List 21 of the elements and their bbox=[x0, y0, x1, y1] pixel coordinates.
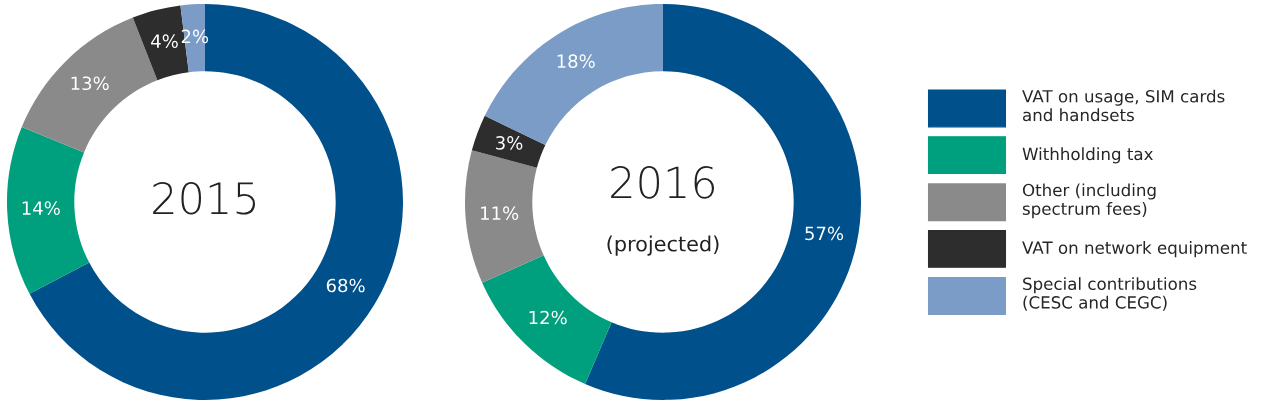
data-label: 12% bbox=[529, 310, 567, 325]
text: (projected) bbox=[607, 235, 719, 256]
data-label: 14% bbox=[22, 201, 60, 215]
data-label: 57% bbox=[805, 226, 844, 241]
legend-label: Special contributions (CESC and CEGC) bbox=[1023, 277, 1197, 311]
text: 2016 bbox=[611, 166, 715, 199]
donut-slice bbox=[482, 255, 612, 385]
text: 2015 bbox=[153, 181, 255, 215]
legend-label: Withholding tax bbox=[1022, 147, 1153, 164]
donut-slice bbox=[471, 115, 546, 168]
donut-slice bbox=[464, 150, 544, 283]
legend-label: VAT on usage, SIM cards and handsets bbox=[1022, 89, 1225, 122]
legend-label: VAT on network equipment bbox=[1022, 241, 1247, 258]
data-label: 3% bbox=[496, 136, 523, 150]
legend-label: Other (including spectrum fees) bbox=[1022, 183, 1156, 219]
data-label: 68% bbox=[326, 278, 365, 293]
donut-slice bbox=[6, 126, 90, 294]
data-label: 18% bbox=[557, 54, 595, 68]
data-label: 11% bbox=[481, 206, 519, 221]
data-label: 4% bbox=[151, 34, 178, 48]
data-label: 13% bbox=[71, 76, 109, 91]
